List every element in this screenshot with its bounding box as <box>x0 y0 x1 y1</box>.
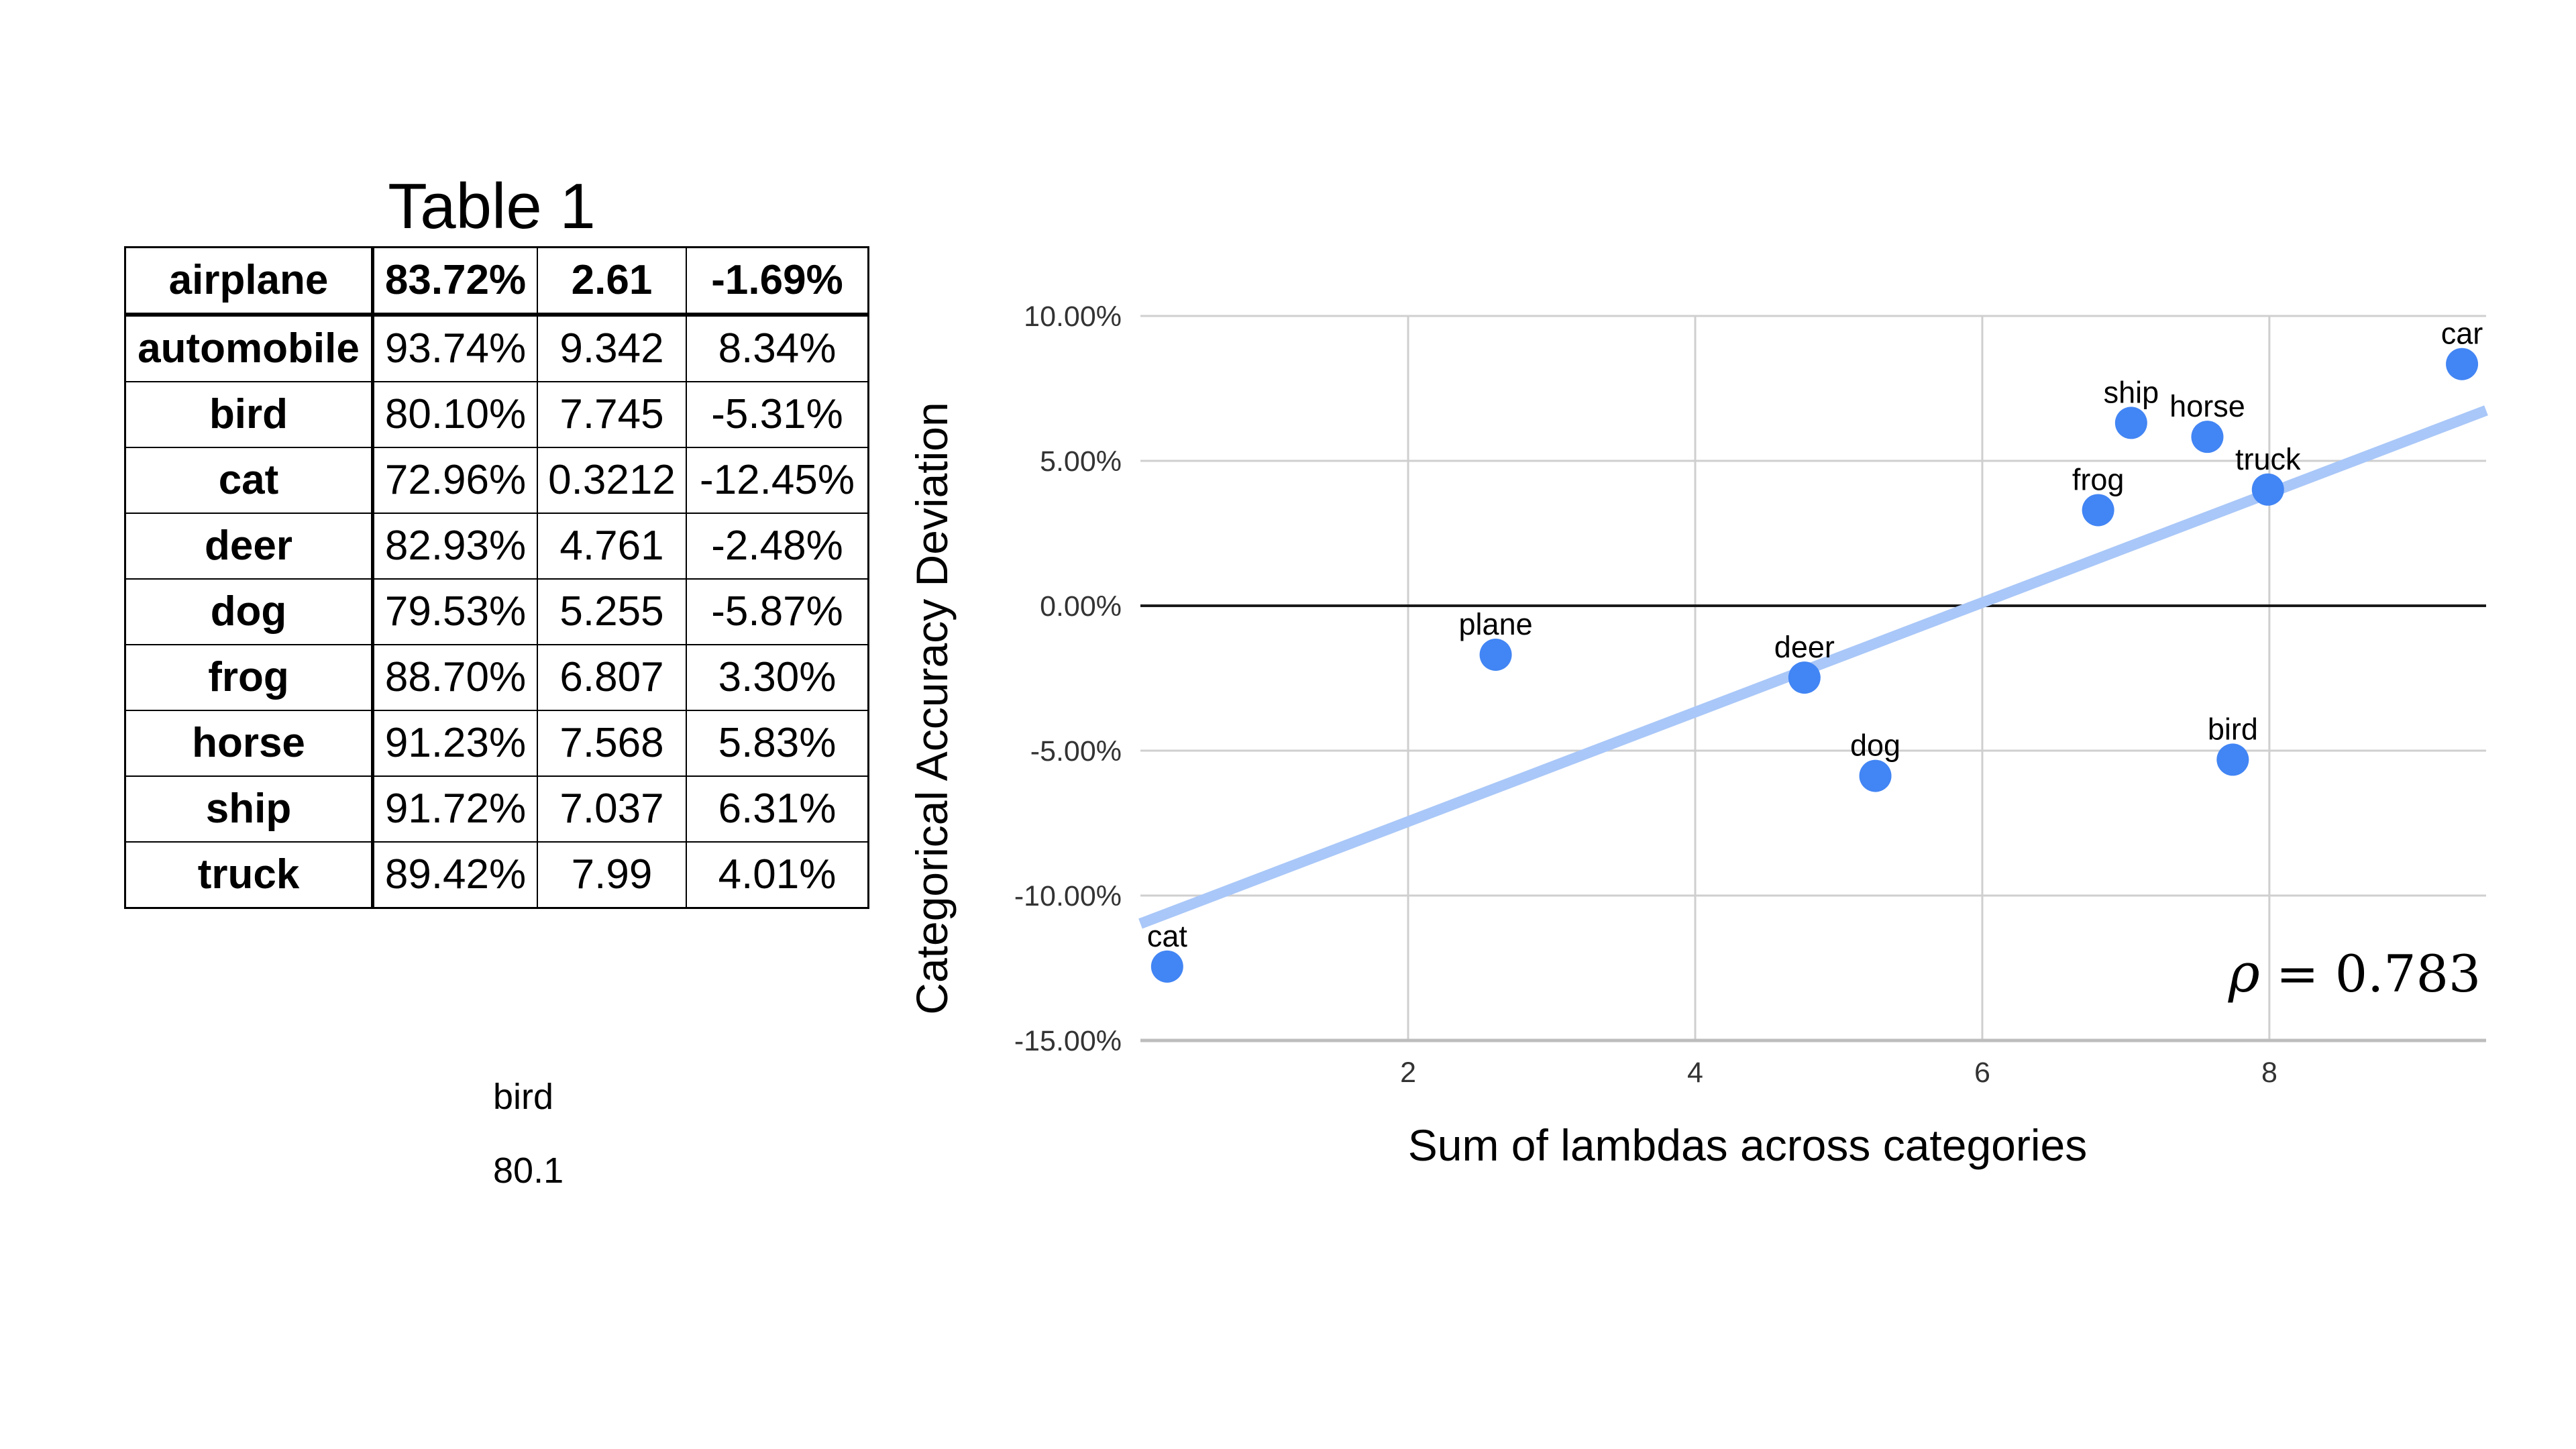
category-cell: horse <box>124 710 374 777</box>
table-title: Table 1 <box>388 170 596 242</box>
value-cell: 4.761 <box>537 513 687 580</box>
table-row: frog 88.70% 6.807 3.30% <box>124 644 869 711</box>
y-tick-label: -10.00% <box>1014 880 1122 912</box>
value-cell: 6.807 <box>537 644 687 711</box>
value-cell: 88.70% <box>372 644 538 711</box>
value-cell: 80.10% <box>372 381 538 448</box>
value-cell: 82.93% <box>372 513 538 580</box>
point-label: car <box>2441 317 2483 351</box>
value-cell: 6.31% <box>686 775 869 843</box>
value-cell: -5.31% <box>686 381 869 448</box>
value-cell: -1.69% <box>686 246 869 317</box>
rho-value: = 0.783 <box>2260 944 2481 1004</box>
point-label: truck <box>2235 442 2301 476</box>
point-label: ship <box>2104 375 2159 409</box>
scatter-point <box>2114 407 2147 439</box>
y-tick-label: -15.00% <box>1014 1025 1122 1057</box>
value-cell: 72.96% <box>372 447 538 514</box>
value-cell: 79.53% <box>372 578 538 645</box>
point-label: cat <box>1147 919 1188 953</box>
x-axis-title: Sum of lambdas across categories <box>1408 1120 2087 1170</box>
table-row: bird 80.10% 7.745 -5.31% <box>124 381 869 448</box>
value-cell: 2.61 <box>537 246 687 317</box>
scatter-point <box>1479 639 1512 672</box>
value-cell: 8.34% <box>686 314 869 382</box>
table-row: automobile 93.74% 9.342 8.34% <box>124 314 869 382</box>
category-cell: dog <box>124 578 374 645</box>
y-tick-label: 5.00% <box>1040 445 1122 478</box>
scatter-point <box>2082 494 2114 527</box>
scatter-point <box>2191 421 2224 453</box>
value-cell: 83.72% <box>372 246 538 317</box>
plot-area: 2 4 6 8 10.00% 5.00% 0.00% -5.00% -10.00% -15.00%… <box>907 301 2488 1170</box>
table-row: ship 91.72% 7.037 6.31% <box>124 775 869 843</box>
stats-table-body: airplane 83.72% 2.61 -1.69% automobile 93.74%… <box>124 246 869 909</box>
table-row: horse 91.23% 7.568 5.83% <box>124 710 869 777</box>
value-cell: 7.745 <box>537 381 687 448</box>
point-label: deer <box>1774 630 1835 664</box>
x-tick-label: 8 <box>2261 1057 2277 1089</box>
value-cell: 5.83% <box>686 710 869 777</box>
value-cell: -2.48% <box>686 513 869 580</box>
stats-table: airplane 83.72% 2.61 -1.69% automobile 93.74%… <box>124 246 869 909</box>
table-header-row: airplane 83.72% 2.61 -1.69% <box>124 246 869 317</box>
category-cell: ship <box>124 775 374 843</box>
value-cell: 3.30% <box>686 644 869 711</box>
scatter-chart: 2 4 6 8 10.00% 5.00% 0.00% -5.00% -10.00% -15.00%… <box>907 301 2488 1170</box>
y-tick-label: 10.00% <box>1024 301 1122 333</box>
point-label: dog <box>1850 729 1900 763</box>
point-label: frog <box>2072 462 2125 496</box>
category-cell: deer <box>124 513 374 580</box>
scatter-point <box>1859 759 1892 792</box>
value-cell: 0.3212 <box>537 447 687 514</box>
value-cell: -12.45% <box>686 447 869 514</box>
scatter-point <box>1788 661 1821 694</box>
scatter-point <box>2446 347 2479 380</box>
point-label: bird <box>2208 712 2258 746</box>
table-row: deer 82.93% 4.761 -2.48% <box>124 513 869 580</box>
rho-symbol: ρ <box>2228 942 2260 1004</box>
y-tick-label: -5.00% <box>1030 735 1122 767</box>
y-tick-label: 0.00% <box>1040 590 1122 623</box>
table-row: truck 89.42% 7.99 4.01% <box>124 841 869 909</box>
value-cell: 7.99 <box>537 841 687 909</box>
point-label: plane <box>1459 607 1533 641</box>
scatter-point <box>2216 743 2249 776</box>
category-cell: cat <box>124 447 374 514</box>
x-tick-label: 4 <box>1687 1057 1703 1089</box>
note-accuracy-value: 80.1 <box>493 1150 564 1191</box>
value-cell: 91.23% <box>372 710 538 777</box>
y-axis-title: Categorical Accuracy Deviation <box>907 402 957 1014</box>
scatter-point <box>1150 950 1183 983</box>
category-cell: frog <box>124 644 374 711</box>
category-cell: airplane <box>124 246 374 317</box>
note-category-label: bird <box>493 1077 554 1117</box>
category-cell: automobile <box>124 314 374 382</box>
x-tick-label: 6 <box>1974 1057 1990 1089</box>
value-cell: 5.255 <box>537 578 687 645</box>
table-row: cat 72.96% 0.3212 -12.45% <box>124 447 869 514</box>
value-cell: 91.72% <box>372 775 538 843</box>
value-cell: 7.568 <box>537 710 687 777</box>
value-cell: 7.037 <box>537 775 687 843</box>
x-tick-label: 2 <box>1400 1057 1416 1089</box>
value-cell: 9.342 <box>537 314 687 382</box>
category-cell: bird <box>124 381 374 448</box>
value-cell: 4.01% <box>686 841 869 909</box>
value-cell: -5.87% <box>686 578 869 645</box>
value-cell: 89.42% <box>372 841 538 909</box>
point-label: horse <box>2169 389 2245 423</box>
category-cell: truck <box>124 841 374 909</box>
value-cell: 93.74% <box>372 314 538 382</box>
table-row: dog 79.53% 5.255 -5.87% <box>124 578 869 645</box>
scatter-point <box>2251 473 2284 506</box>
correlation-annotation: ρ = 0.783 <box>2228 942 2481 1004</box>
